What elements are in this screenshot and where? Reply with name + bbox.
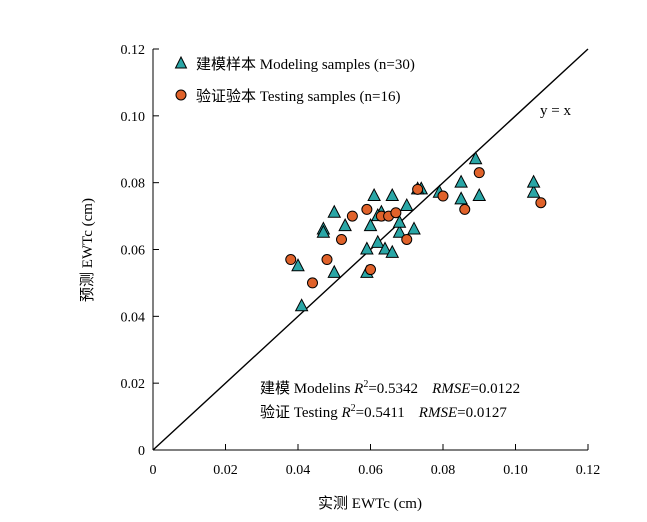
x-tick-label: 0.06 xyxy=(358,463,383,478)
stats-testing-prefix: 验证 Testing xyxy=(260,404,341,421)
stats-testing-rmse: =0.0127 xyxy=(457,405,507,421)
modeling-point xyxy=(378,241,392,255)
y-tick-label: 0.08 xyxy=(121,177,146,192)
x-tick-label: 0.04 xyxy=(286,463,311,478)
testing-point xyxy=(535,197,547,209)
plot-area: 0 0.02 0.04 0.06 0.08 0.10 0.12 0 0.02 0.04 0.06 0.… xyxy=(121,43,601,478)
rmse-label: RMSE xyxy=(431,381,470,397)
stats-modeling-prefix: 建模 Modelins xyxy=(260,380,354,397)
modeling-point xyxy=(360,241,374,255)
modeling-point xyxy=(385,187,400,202)
stats-testing: 验证 Testing R2=0.5411 RMSE=0.0127 xyxy=(260,403,507,421)
modeling-point xyxy=(327,264,342,278)
y-tick-label: 0.10 xyxy=(121,110,146,125)
x-axis-title: 实测 EWTc (cm) xyxy=(318,495,422,512)
modeling-point xyxy=(526,174,541,188)
modeling-point xyxy=(392,224,407,238)
modeling-point xyxy=(399,197,414,212)
reference-line-label: y = x xyxy=(540,103,571,119)
y-tick-label: 0.04 xyxy=(121,310,146,325)
y-tick-label: 0.12 xyxy=(121,43,146,58)
modeling-point xyxy=(338,218,352,232)
stats-modeling-r2: =0.5342 xyxy=(368,381,418,397)
testing-point xyxy=(321,254,333,266)
x-tick-label: 0 xyxy=(150,463,157,478)
stats-testing-r2: =0.5411 xyxy=(356,405,405,421)
modeling-point xyxy=(385,244,400,258)
testing-point xyxy=(307,277,318,289)
testing-point xyxy=(459,203,471,215)
modeling-point xyxy=(468,151,483,165)
testing-point xyxy=(361,203,373,215)
testing-point xyxy=(437,190,449,202)
testing-point xyxy=(412,183,424,195)
legend-label-modeling: 建模样本 Modeling samples (n=30) xyxy=(196,56,415,73)
stats-modeling-rmse: =0.0122 xyxy=(470,381,520,397)
legend-label-testing: 验证验本 Testing samples (n=16) xyxy=(196,88,400,105)
y-tick-label: 0.06 xyxy=(121,244,146,259)
legend-marker-testing xyxy=(175,89,187,101)
modeling-point xyxy=(294,298,309,312)
testing-point xyxy=(473,167,485,179)
modeling-point xyxy=(454,191,468,205)
x-tick-label: 0.10 xyxy=(503,463,528,478)
modeling-point xyxy=(472,187,487,202)
testing-point xyxy=(401,233,413,245)
testing-point xyxy=(346,210,358,222)
modeling-point xyxy=(370,234,385,248)
stats-annotation: 建模 Modelins R2=0.5342 RMSE=0.0122 验证 Test… xyxy=(260,379,520,421)
modeling-point xyxy=(454,174,468,188)
modeling-point xyxy=(327,204,342,218)
rmse-label: RMSE xyxy=(418,405,457,421)
modeling-point xyxy=(526,184,541,198)
r2-label: R xyxy=(340,405,350,421)
modeling-point xyxy=(316,224,331,238)
y-tick-label: 0 xyxy=(138,444,145,459)
y-tick-label: 0.02 xyxy=(121,377,146,392)
r2-superscript: 2 xyxy=(363,379,368,390)
r2-superscript: 2 xyxy=(351,403,356,414)
legend: 建模样本 Modeling samples (n=30) 验证验本 Testin… xyxy=(174,55,415,105)
modeling-point xyxy=(407,221,421,235)
testing-point xyxy=(365,264,376,276)
stats-modeling: 建模 Modelins R2=0.5342 RMSE=0.0122 xyxy=(260,379,520,397)
testing-point xyxy=(336,233,347,245)
r2-label: R xyxy=(353,381,363,397)
testing-point xyxy=(285,254,297,266)
legend-marker-modeling xyxy=(174,55,188,69)
testing-point xyxy=(390,207,402,219)
x-tick-label: 0.02 xyxy=(213,463,238,478)
modeling-point xyxy=(363,218,378,232)
data-points xyxy=(285,151,547,312)
modeling-point xyxy=(392,214,407,228)
x-tick-label: 0.12 xyxy=(576,463,601,478)
y-axis-title: 预测 EWTc (cm) xyxy=(79,198,96,302)
modeling-point xyxy=(291,258,305,272)
x-tick-label: 0.08 xyxy=(431,463,456,478)
modeling-point xyxy=(367,187,381,202)
